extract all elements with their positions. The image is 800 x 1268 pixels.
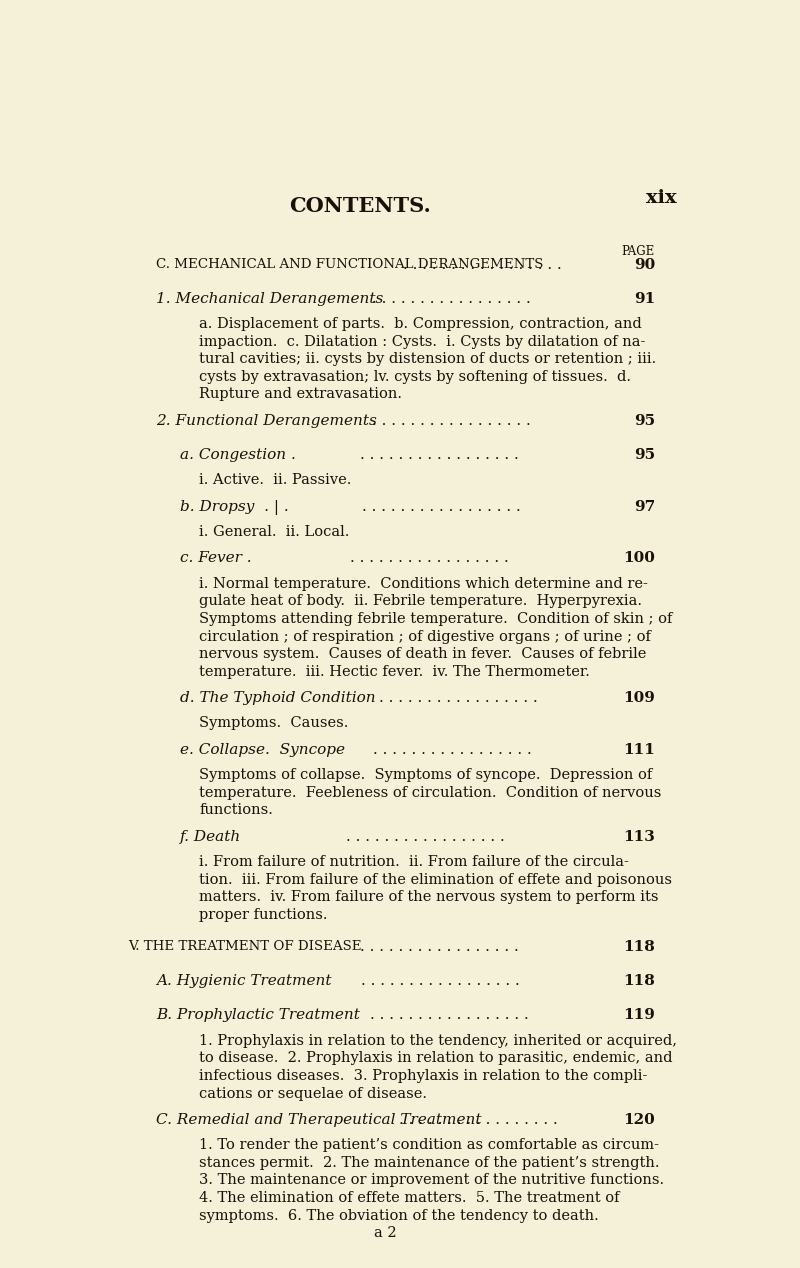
Text: . . . . . . . . . . . . . . . . .: . . . . . . . . . . . . . . . . .	[362, 500, 521, 514]
Text: 4. The elimination of effete matters.  5. The treatment of: 4. The elimination of effete matters. 5.…	[199, 1191, 620, 1205]
Text: to disease.  2. Prophylaxis in relation to parasitic, endemic, and: to disease. 2. Prophylaxis in relation t…	[199, 1051, 673, 1065]
Text: 118: 118	[623, 974, 655, 988]
Text: . . . . . . . . . . . . . . . . .: . . . . . . . . . . . . . . . . .	[370, 1008, 528, 1022]
Text: symptoms.  6. The obviation of the tendency to death.: symptoms. 6. The obviation of the tenden…	[199, 1208, 599, 1222]
Text: infectious diseases.  3. Prophylaxis in relation to the compli-: infectious diseases. 3. Prophylaxis in r…	[199, 1069, 647, 1083]
Text: C. Remedial and Therapeutical Treatment: C. Remedial and Therapeutical Treatment	[156, 1113, 482, 1127]
Text: C. MECHANICAL AND FUNCTIONAL DERANGEMENTS: C. MECHANICAL AND FUNCTIONAL DERANGEMENT…	[156, 257, 543, 270]
Text: impaction.  c. Dilatation : Cysts.  i. Cysts by dilatation of na-: impaction. c. Dilatation : Cysts. i. Cys…	[199, 335, 646, 349]
Text: Symptoms.  Causes.: Symptoms. Causes.	[199, 716, 349, 730]
Text: . . . . . . . . . . . . . . . . .: . . . . . . . . . . . . . . . . .	[372, 413, 530, 427]
Text: 1. Prophylaxis in relation to the tendency, inherited or acquired,: 1. Prophylaxis in relation to the tenden…	[199, 1033, 677, 1047]
Text: i. From failure of nutrition.  ii. From failure of the circula-: i. From failure of nutrition. ii. From f…	[199, 855, 629, 869]
Text: tural cavities; ii. cysts by distension of ducts or retention ; iii.: tural cavities; ii. cysts by distension …	[199, 353, 657, 366]
Text: cations or sequelae of disease.: cations or sequelae of disease.	[199, 1087, 427, 1101]
Text: matters.  iv. From failure of the nervous system to perform its: matters. iv. From failure of the nervous…	[199, 890, 658, 904]
Text: . . . . . . . . . . . . . . . . .: . . . . . . . . . . . . . . . . .	[350, 552, 509, 566]
Text: 120: 120	[623, 1113, 655, 1127]
Text: Rupture and extravasation.: Rupture and extravasation.	[199, 388, 402, 402]
Text: 95: 95	[634, 413, 655, 427]
Text: xix: xix	[646, 189, 676, 207]
Text: . . . . . . . . . . . . . . . . .: . . . . . . . . . . . . . . . . .	[346, 829, 504, 843]
Text: e. Collapse.  Syncope: e. Collapse. Syncope	[180, 743, 345, 757]
Text: . . . . . . . . . . . . . . . . .: . . . . . . . . . . . . . . . . .	[373, 743, 532, 757]
Text: . . . . . . . . . . . . . . . . .: . . . . . . . . . . . . . . . . .	[403, 257, 562, 271]
Text: 119: 119	[623, 1008, 655, 1022]
Text: nervous system.  Causes of death in fever.  Causes of febrile: nervous system. Causes of death in fever…	[199, 647, 646, 661]
Text: a. Congestion .: a. Congestion .	[180, 448, 295, 462]
Text: . . . . . . . . . . . . . . . . .: . . . . . . . . . . . . . . . . .	[360, 448, 519, 462]
Text: 2. Functional Derangements: 2. Functional Derangements	[156, 413, 377, 427]
Text: Symptoms attending febrile temperature.  Condition of skin ; of: Symptoms attending febrile temperature. …	[199, 612, 673, 626]
Text: CONTENTS.: CONTENTS.	[290, 197, 431, 216]
Text: proper functions.: proper functions.	[199, 908, 328, 922]
Text: 95: 95	[634, 448, 655, 462]
Text: 97: 97	[634, 500, 655, 514]
Text: 100: 100	[623, 552, 655, 566]
Text: 113: 113	[623, 829, 655, 843]
Text: circulation ; of respiration ; of digestive organs ; of urine ; of: circulation ; of respiration ; of digest…	[199, 630, 651, 644]
Text: i. Active.  ii. Passive.: i. Active. ii. Passive.	[199, 473, 351, 487]
Text: f. Death: f. Death	[180, 829, 241, 843]
Text: 111: 111	[623, 743, 655, 757]
Text: . . . . . . . . . . . . . . . . .: . . . . . . . . . . . . . . . . .	[379, 691, 538, 705]
Text: Symptoms of collapse.  Symptoms of syncope.  Depression of: Symptoms of collapse. Symptoms of syncop…	[199, 768, 653, 782]
Text: functions.: functions.	[199, 804, 273, 818]
Text: 3. The maintenance or improvement of the nutritive functions.: 3. The maintenance or improvement of the…	[199, 1173, 664, 1187]
Text: 1. To render the patient’s condition as comfortable as circum-: 1. To render the patient’s condition as …	[199, 1139, 659, 1153]
Text: b. Dropsy  . | .: b. Dropsy . | .	[180, 500, 289, 515]
Text: a. Displacement of parts.  b. Compression, contraction, and: a. Displacement of parts. b. Compression…	[199, 317, 642, 331]
Text: . . . . . . . . . . . . . . . . .: . . . . . . . . . . . . . . . . .	[361, 974, 520, 988]
Text: 118: 118	[623, 940, 655, 954]
Text: d. The Typhoid Condition: d. The Typhoid Condition	[180, 691, 375, 705]
Text: . . . . . . . . . . . . . . . . .: . . . . . . . . . . . . . . . . .	[372, 292, 530, 306]
Text: 1. Mechanical Derangements: 1. Mechanical Derangements	[156, 292, 383, 306]
Text: a 2: a 2	[374, 1226, 397, 1240]
Text: c. Fever .: c. Fever .	[180, 552, 251, 566]
Text: temperature.  iii. Hectic fever.  iv. The Thermometer.: temperature. iii. Hectic fever. iv. The …	[199, 664, 590, 678]
Text: 90: 90	[634, 257, 655, 271]
Text: stances permit.  2. The maintenance of the patient’s strength.: stances permit. 2. The maintenance of th…	[199, 1156, 660, 1170]
Text: PAGE: PAGE	[622, 245, 655, 257]
Text: cysts by extravasation; lv. cysts by softening of tissues.  d.: cysts by extravasation; lv. cysts by sof…	[199, 370, 631, 384]
Text: i. Normal temperature.  Conditions which determine and re-: i. Normal temperature. Conditions which …	[199, 577, 648, 591]
Text: B. Prophylactic Treatment: B. Prophylactic Treatment	[156, 1008, 360, 1022]
Text: A. Hygienic Treatment: A. Hygienic Treatment	[156, 974, 331, 988]
Text: . . . . . . . . . . . . . . . . .: . . . . . . . . . . . . . . . . .	[399, 1113, 558, 1127]
Text: 91: 91	[634, 292, 655, 306]
Text: temperature.  Feebleness of circulation.  Condition of nervous: temperature. Feebleness of circulation. …	[199, 786, 662, 800]
Text: 109: 109	[623, 691, 655, 705]
Text: V. THE TREATMENT OF DISEASE: V. THE TREATMENT OF DISEASE	[128, 940, 362, 954]
Text: i. General.  ii. Local.: i. General. ii. Local.	[199, 525, 350, 539]
Text: gulate heat of body.  ii. Febrile temperature.  Hyperpyrexia.: gulate heat of body. ii. Febrile tempera…	[199, 595, 642, 609]
Text: . . . . . . . . . . . . . . . . .: . . . . . . . . . . . . . . . . .	[360, 940, 518, 954]
Text: tion.  iii. From failure of the elimination of effete and poisonous: tion. iii. From failure of the eliminati…	[199, 872, 672, 886]
